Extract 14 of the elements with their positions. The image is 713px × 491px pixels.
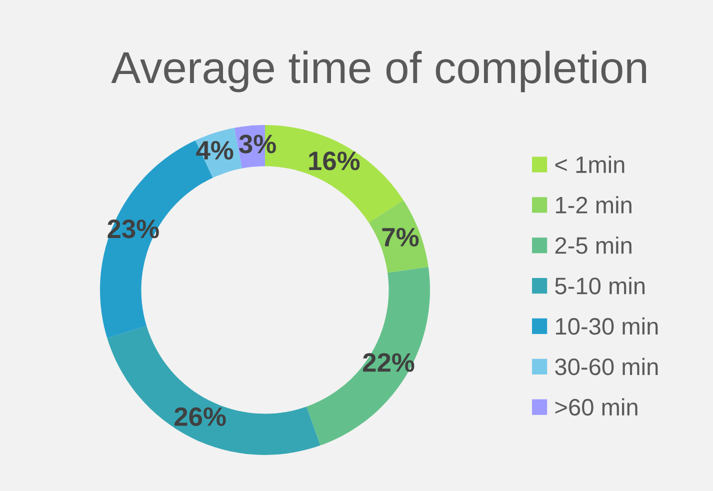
donut-slice [107,326,320,455]
donut-slice [306,266,430,446]
legend-label: 2-5 min [555,236,632,254]
legend-label: < 1min [555,156,624,173]
chart-title: Average time of completion [111,50,646,92]
data-label: 7% [382,228,419,246]
legend-label: 30-60 min [555,358,658,376]
legend-label: 10-30 min [556,317,658,335]
data-label: 16% [309,152,360,170]
legend-label: >60 min [555,398,638,416]
legend-label: 1-2 min [556,196,632,214]
legend-label: 5-10 min [555,276,645,294]
data-label: 4% [196,141,234,160]
data-label: 26% [174,407,226,426]
